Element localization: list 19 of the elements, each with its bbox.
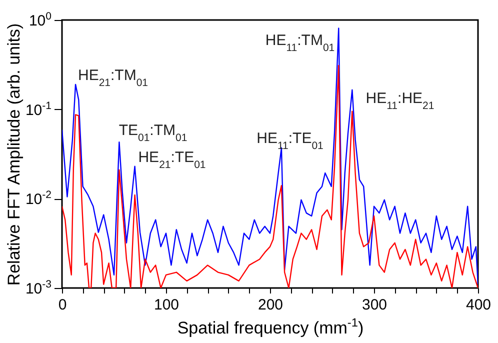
annotation: HE$_{21}$:TM$_{01}$: [78, 67, 148, 89]
x-tick-label: 400: [466, 296, 492, 314]
x-tick-label: 300: [362, 296, 388, 314]
line-series: [62, 64, 478, 288]
line-series: [62, 28, 478, 285]
x-tick-label: 0: [58, 296, 67, 314]
y-tick-label: 10$^{-3}$: [25, 278, 52, 298]
y-tick-label: 10$^{-2}$: [25, 189, 52, 208]
annotation: TE$_{01}$:TM$_{01}$: [118, 122, 188, 144]
x-tick-label: 200: [258, 296, 284, 314]
annotation: HE$_{11}$:HE$_{21}$: [366, 90, 434, 112]
x-axis-title: Spatial frequency (mm$^{-1}$): [177, 316, 364, 338]
x-tick-label: 100: [154, 296, 180, 314]
annotation: HE$_{21}$:TE$_{01}$: [138, 149, 206, 171]
y-tick-label: 10$^{0}$: [28, 10, 52, 30]
annotation: HE$_{11}$:TE$_{01}$: [256, 130, 324, 152]
y-tick-label: 10$^{-1}$: [25, 100, 52, 119]
y-axis-title: Relative FFT Amplitude (arb. units): [4, 23, 24, 286]
annotation: HE$_{11}$:TM$_{01}$: [265, 32, 335, 54]
